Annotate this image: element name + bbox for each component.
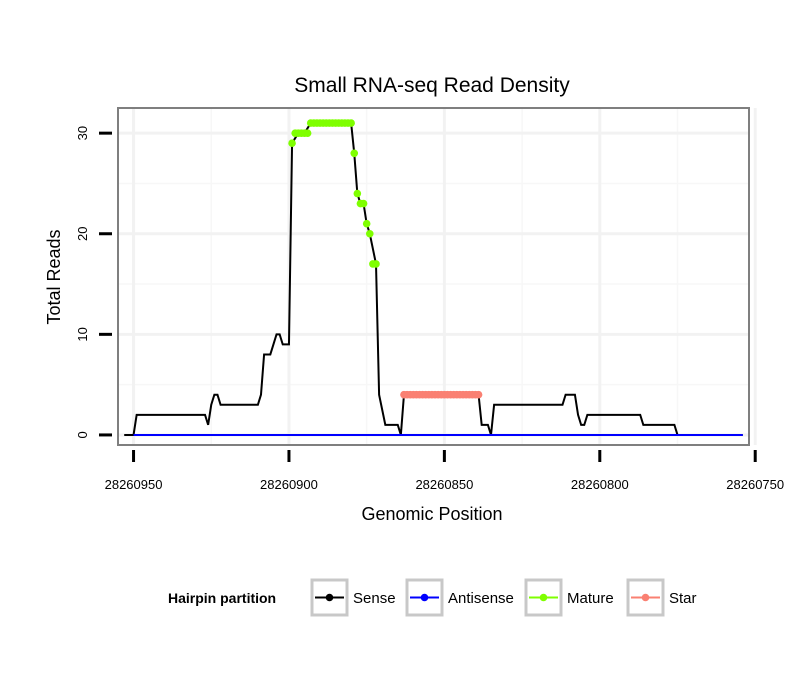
- point-mature-20: [350, 149, 359, 158]
- x-tick-label-1: 28260900: [260, 477, 318, 492]
- legend-label-mature: Mature: [567, 590, 614, 607]
- x-tick-label-2: 28260850: [415, 477, 473, 492]
- point-mature-19: [347, 119, 355, 127]
- y-tick-label-2: 20: [75, 227, 90, 241]
- legend-label-star: Star: [669, 590, 697, 607]
- chart-title: Small RNA-seq Read Density: [294, 74, 570, 97]
- legend-label-sense: Sense: [353, 590, 396, 607]
- legend-entry-sense: Sense: [310, 578, 396, 617]
- point-mature-5: [303, 129, 312, 137]
- point-star-24: [474, 390, 483, 399]
- point-mature-25: [365, 229, 374, 238]
- plot-panel: [118, 108, 749, 445]
- y-tick-label-0: 0: [75, 431, 90, 438]
- legend-entry-mature: Mature: [524, 578, 614, 617]
- legend-entry-antisense: Antisense: [405, 578, 514, 617]
- point-mature-0: [288, 139, 296, 148]
- x-tick-label-4: 28260750: [726, 477, 784, 492]
- y-tick-label-1: 10: [75, 327, 90, 341]
- x-axis: 28260950 28260900 28260850 28260800 28260750: [105, 450, 784, 492]
- legend-key-point-antisense: [420, 593, 429, 602]
- point-mature-23: [359, 199, 368, 208]
- grid: [118, 108, 757, 445]
- series-layer: [124, 119, 743, 436]
- point-mature-21: [353, 189, 362, 198]
- legend-label-antisense: Antisense: [448, 590, 514, 607]
- point-mature-24: [362, 219, 371, 228]
- y-tick-label-3: 30: [75, 126, 90, 140]
- legend-title: Hairpin partition: [168, 590, 276, 606]
- x-tick-label-3: 28260800: [571, 477, 629, 492]
- x-axis-title: Genomic Position: [361, 504, 502, 524]
- x-tick-label-0: 28260950: [105, 477, 163, 492]
- legend: Hairpin partition Sense Antisense Mature St…: [168, 578, 697, 617]
- legend-entry-star: Star: [626, 578, 697, 617]
- point-mature-27: [372, 260, 380, 268]
- y-axis: 0 10 20 30: [75, 126, 112, 439]
- legend-key-point-sense: [325, 593, 334, 602]
- legend-key-point-star: [641, 593, 650, 602]
- y-axis-title: Total Reads: [44, 229, 64, 324]
- legend-key-point-mature: [539, 593, 548, 602]
- plot-border: [117, 107, 750, 446]
